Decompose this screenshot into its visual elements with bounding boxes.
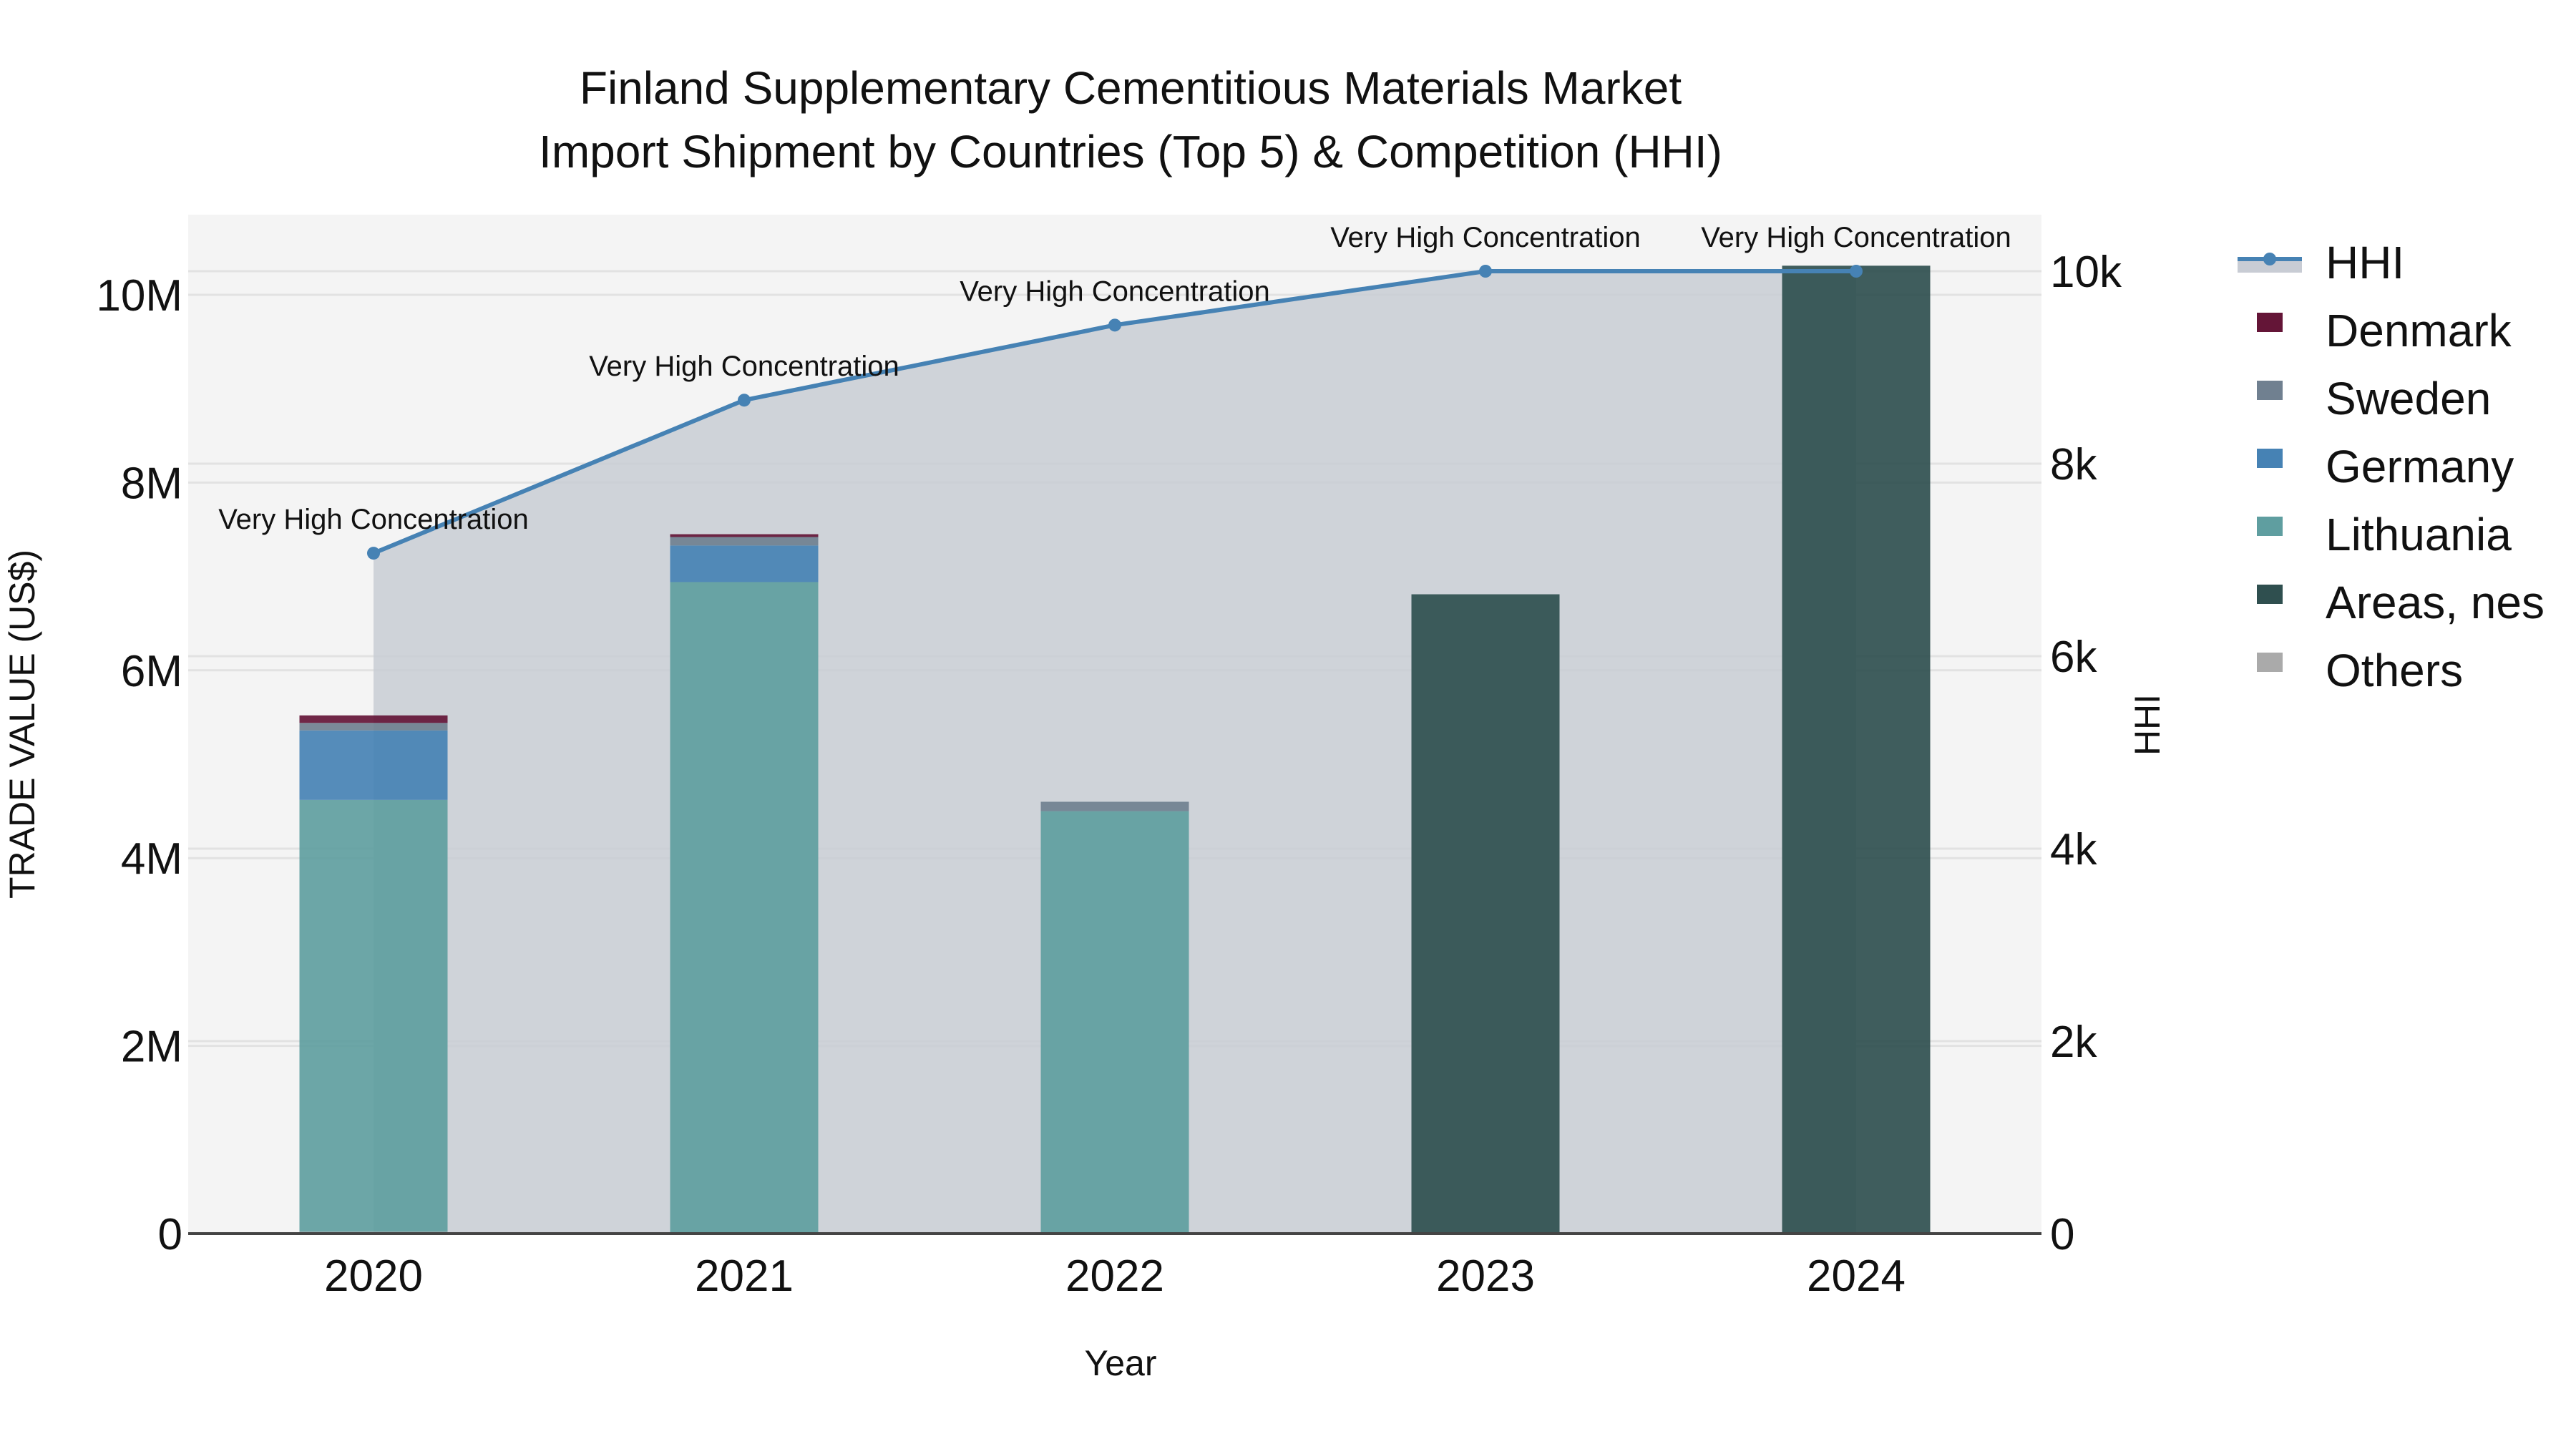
y2-tick-label: 8k (2050, 440, 2097, 489)
chart-title: Finland Supplementary Cementitious Mater… (580, 62, 1682, 114)
legend-item-germany[interactable]: Germany (2257, 441, 2514, 492)
x-tick-label: 2024 (1807, 1252, 1906, 1301)
y2-axis-title: HHI (2127, 694, 2167, 756)
chart-subtitle: Import Shipment by Countries (Top 5) & C… (539, 126, 1722, 177)
x-axis-ticks: 2020 2021 2022 2023 2024 (324, 1252, 1906, 1301)
y-tick-label: 8M (121, 459, 182, 508)
bar-segment-germany (670, 545, 819, 582)
x-tick-label: 2020 (324, 1252, 423, 1301)
x-tick-label: 2023 (1436, 1252, 1535, 1301)
hhi-markers (367, 265, 1863, 560)
y2-tick-label: 0 (2050, 1210, 2074, 1259)
hhi-marker (1479, 265, 1492, 278)
legend-swatch-icon (2257, 517, 2283, 536)
stacked-bars (299, 265, 1931, 1234)
legend-label: Lithuania (2326, 509, 2512, 560)
legend-label: Sweden (2326, 373, 2491, 424)
legend-label: Areas, nes (2326, 577, 2545, 628)
x-axis-title: Year (1084, 1343, 1156, 1383)
legend-item-areas-nes[interactable]: Areas, nes (2257, 577, 2545, 628)
hhi-marker (367, 547, 380, 560)
bar-segment-germany (299, 730, 448, 800)
y2-tick-label: 6k (2050, 633, 2097, 682)
bar-segment-sweden (299, 723, 448, 731)
y-tick-label: 10M (96, 271, 182, 321)
y2-tick-label: 10k (2050, 248, 2122, 297)
x-tick-label: 2021 (695, 1252, 794, 1301)
hhi-annotation: Very High Concentration (1330, 222, 1641, 253)
hhi-marker (1850, 265, 1863, 278)
legend-swatch-icon (2257, 653, 2283, 672)
hhi-legend-fill-swatch (2238, 261, 2302, 273)
bar-segment-lithuania (670, 582, 819, 1234)
legend-item-lithuania[interactable]: Lithuania (2257, 509, 2512, 560)
y2-tick-label: 4k (2050, 825, 2097, 874)
y-tick-label: 0 (158, 1210, 182, 1259)
bar-segment-lithuania (1040, 811, 1189, 1234)
y-tick-label: 6M (121, 647, 182, 696)
hhi-legend-marker-icon (2263, 253, 2276, 265)
y2-tick-label: 2k (2050, 1018, 2097, 1067)
x-tick-label: 2022 (1065, 1252, 1164, 1301)
legend-item-others[interactable]: Others (2257, 645, 2463, 696)
hhi-annotation: Very High Concentration (589, 351, 899, 382)
bar-segment-areas-nes (1782, 265, 1931, 1234)
y-tick-label: 4M (121, 834, 182, 884)
legend-label: Denmark (2326, 305, 2512, 356)
legend-item-sweden[interactable]: Sweden (2257, 373, 2491, 424)
legend-item-hhi[interactable]: HHI (2238, 237, 2404, 288)
legend-label: Others (2326, 645, 2463, 696)
hhi-annotation: Very High Concentration (218, 504, 529, 535)
legend-swatch-icon (2257, 585, 2283, 604)
bar-segment-lithuania (299, 799, 448, 1232)
hhi-marker (738, 394, 751, 407)
y-axis-ticks: 0 2M 4M 6M 8M 10M (96, 271, 182, 1259)
legend-label: HHI (2326, 237, 2404, 288)
legend-swatch-icon (2257, 449, 2283, 468)
y2-axis-ticks: 0 2k 4k 6k 8k 10k (2050, 248, 2122, 1259)
hhi-annotations: Very High Concentration Very High Concent… (218, 222, 2011, 535)
hhi-annotation: Very High Concentration (1701, 222, 2011, 253)
hhi-annotation: Very High Concentration (960, 275, 1270, 307)
legend: HHI Denmark Sweden Germany Lithuania Areas, n… (2238, 237, 2545, 696)
y-axis-title: TRADE VALUE (US$) (2, 550, 42, 899)
legend-label: Germany (2326, 441, 2514, 492)
y-tick-label: 2M (121, 1023, 182, 1072)
bar-segment-denmark (299, 715, 448, 723)
bar-segment-sweden (670, 537, 819, 546)
legend-swatch-icon (2257, 313, 2283, 332)
bar-segment-denmark (670, 534, 819, 537)
hhi-marker (1108, 318, 1121, 332)
legend-item-denmark[interactable]: Denmark (2257, 305, 2512, 356)
bar-segment-sweden (1040, 801, 1189, 811)
legend-swatch-icon (2257, 381, 2283, 400)
bar-segment-areas-nes (1411, 594, 1560, 1234)
